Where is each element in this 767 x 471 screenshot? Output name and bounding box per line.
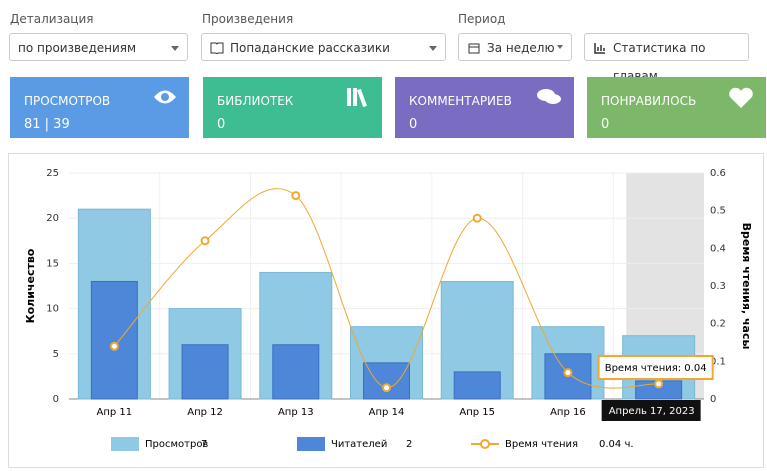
dropdown[interactable]: За неделю	[458, 33, 572, 61]
y2-tick-label: 0.3	[710, 281, 726, 292]
line-point	[654, 379, 664, 389]
chart-panel: 0 5 10 15 20 25 0 0.1 0.2 0.3 0.4 0.5 0.6 Количество В…	[8, 153, 764, 468]
stat-card: ПОНРАВИЛОСЬ 0	[587, 77, 766, 138]
x-tick-label: Апр 13	[278, 407, 314, 418]
card-value: 0	[217, 117, 226, 132]
line-point	[291, 191, 301, 201]
dropdown-value: по произведениям	[18, 41, 137, 55]
y2-tick-label: 0.6	[710, 168, 726, 179]
line-point	[109, 341, 119, 351]
dropdown-value: За неделю	[487, 41, 555, 55]
y2-axis-title: Время чтения, часы	[740, 223, 753, 350]
x-tick-label: Апр 16	[550, 407, 586, 418]
dropdown[interactable]: Попаданские рассказики	[201, 33, 446, 61]
card-title: ПРОСМОТРОВ	[24, 94, 111, 108]
bar	[453, 371, 501, 400]
card-value: 0	[601, 117, 610, 132]
y2-tick-label: 0	[710, 394, 716, 405]
legend-label: Просмотров	[145, 439, 208, 450]
y-tick-label: 25	[46, 168, 59, 179]
tooltip-box	[597, 355, 714, 380]
bar	[181, 344, 229, 400]
legend-value: 7	[201, 439, 207, 450]
card-title: БИБЛИОТЕК	[217, 94, 294, 108]
eye-icon	[154, 90, 176, 104]
y-axis-title: Количество	[24, 248, 37, 323]
bar	[363, 362, 410, 400]
legend-value: 2	[406, 439, 412, 450]
legend-swatch	[297, 437, 325, 451]
x-crosshair-label	[601, 400, 701, 421]
y-tick-label: 10	[46, 304, 59, 315]
legend-swatch-point	[480, 439, 490, 449]
comments-icon	[537, 89, 561, 104]
heart-icon	[729, 87, 753, 108]
line-point	[382, 383, 391, 393]
card-value: 0	[409, 117, 418, 132]
y-tick-label: 0	[53, 394, 59, 405]
tooltip-text: Время чтения: 0.04	[605, 363, 707, 374]
library-icon	[347, 88, 367, 107]
filter-label: Период	[458, 12, 506, 26]
card-value: 81 | 39	[24, 117, 70, 132]
card-title: ПОНРАВИЛОСЬ	[601, 94, 697, 108]
x-tick-label: Апр 15	[459, 407, 495, 418]
x-tick-label: Апр 11	[97, 407, 133, 418]
legend-swatch	[111, 437, 139, 451]
line-point	[563, 368, 573, 378]
y2-tick-label: 0.5	[710, 206, 726, 217]
chapter-stats-button[interactable]: Статистика по главам	[584, 33, 749, 83]
y2-tick-label: 0.2	[710, 319, 726, 330]
x-tick-label: Апр 14	[369, 407, 405, 418]
chart: 0 5 10 15 20 25 0 0.1 0.2 0.3 0.4 0.5 0.6 Количество В…	[24, 168, 753, 451]
x-crosshair-text: Апрель 17, 2023	[609, 406, 695, 417]
y-tick-label: 15	[46, 258, 59, 269]
dropdown[interactable]: по произведениям	[9, 33, 188, 61]
book-icon	[210, 42, 224, 54]
filter-label: Произведения	[202, 12, 294, 26]
y2-tick-label: 0.4	[710, 243, 726, 254]
legend-value: 0.04 ч.	[599, 439, 634, 450]
stat-card: БИБЛИОТЕК 0	[203, 77, 382, 138]
legend-label: Время чтения	[505, 439, 578, 450]
y-tick-label: 20	[46, 213, 59, 224]
line-point	[472, 213, 482, 223]
bar	[90, 280, 138, 400]
x-tick-label: Апр 12	[187, 407, 223, 418]
bar	[272, 344, 320, 400]
calendar-icon	[468, 43, 480, 54]
dropdown-value: Попаданские рассказики	[230, 41, 390, 55]
y-tick-label: 5	[53, 349, 59, 360]
y2-tick-label: 0.1	[710, 356, 726, 367]
card-title: КОММЕНТАРИЕВ	[409, 94, 512, 108]
filter-label: Детализация	[10, 12, 94, 26]
chart-icon	[594, 43, 605, 54]
stat-card: КОММЕНТАРИЕВ 0	[395, 77, 574, 138]
bar	[259, 271, 333, 400]
legend-label: Читателей	[331, 439, 387, 450]
stat-card: ПРОСМОТРОВ 81 | 39	[10, 77, 189, 138]
line-point	[200, 236, 210, 246]
